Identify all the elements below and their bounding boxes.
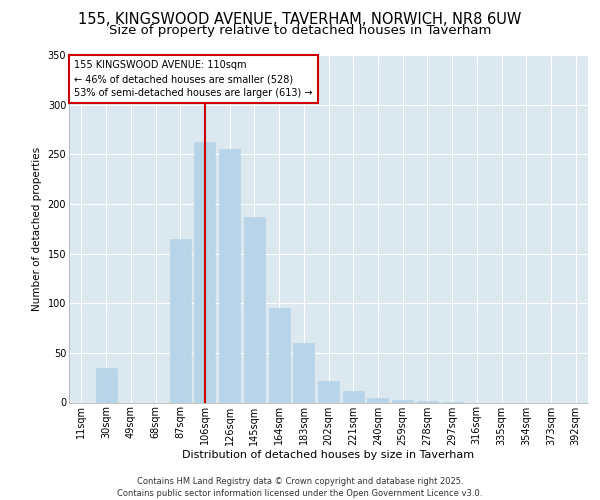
Bar — [293, 343, 314, 402]
X-axis label: Distribution of detached houses by size in Taverham: Distribution of detached houses by size … — [182, 450, 475, 460]
Bar — [343, 390, 364, 402]
Bar — [95, 368, 116, 402]
Text: 155 KINGSWOOD AVENUE: 110sqm
← 46% of detached houses are smaller (528)
53% of s: 155 KINGSWOOD AVENUE: 110sqm ← 46% of de… — [74, 60, 313, 98]
Bar — [244, 217, 265, 402]
Text: 155, KINGSWOOD AVENUE, TAVERHAM, NORWICH, NR8 6UW: 155, KINGSWOOD AVENUE, TAVERHAM, NORWICH… — [79, 12, 521, 28]
Bar — [219, 150, 240, 402]
Text: Contains HM Land Registry data © Crown copyright and database right 2025.
Contai: Contains HM Land Registry data © Crown c… — [118, 476, 482, 498]
Bar — [417, 400, 438, 402]
Y-axis label: Number of detached properties: Number of detached properties — [32, 146, 42, 311]
Bar — [318, 380, 339, 402]
Bar — [170, 238, 191, 402]
Bar — [367, 398, 388, 402]
Bar — [269, 308, 290, 402]
Text: Size of property relative to detached houses in Taverham: Size of property relative to detached ho… — [109, 24, 491, 37]
Bar — [392, 400, 413, 402]
Bar — [194, 142, 215, 402]
